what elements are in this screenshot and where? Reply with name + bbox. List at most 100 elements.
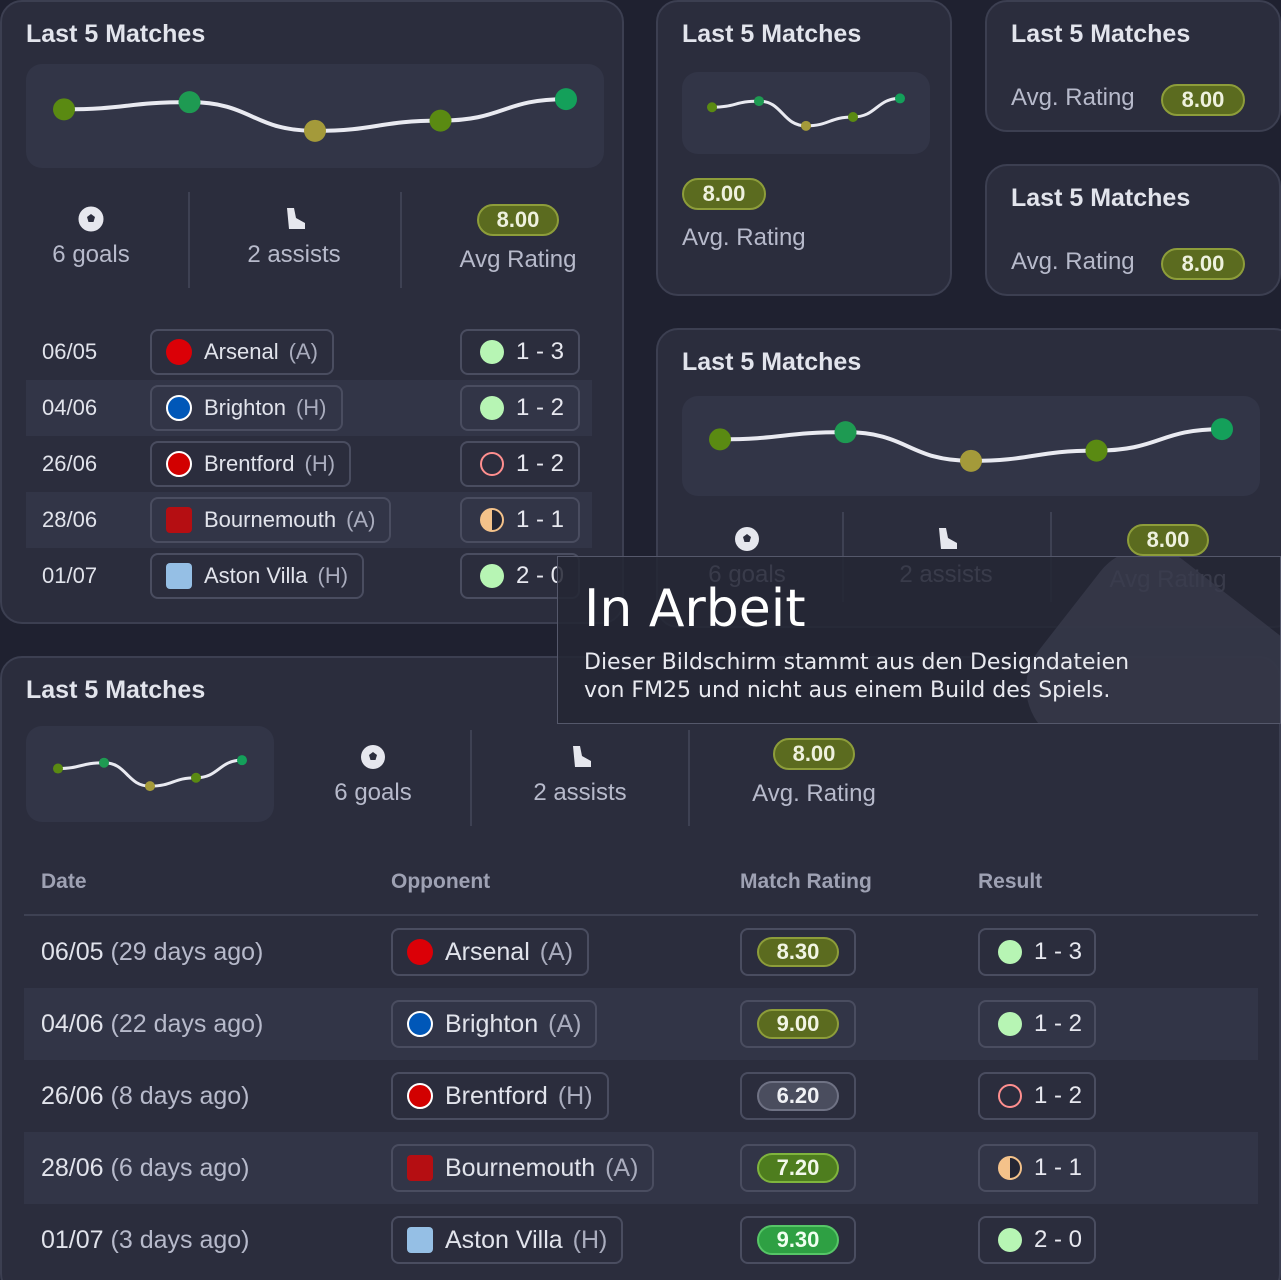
work-in-progress-overlay: In Arbeit Dieser Bildschirm stammt aus d… [557,556,1281,724]
divider [688,730,690,826]
table-row[interactable]: 04/06 (22 days ago) Brighton (A) 9.00 1 - 2 [24,988,1258,1060]
match-row[interactable]: 06/05 Arsenal (A) 1 - 3 [26,324,592,380]
sparkline-point[interactable] [754,96,764,107]
opponent-chip[interactable]: Bournemouth (A) [391,1144,655,1192]
result-outcome-icon [998,1156,1022,1180]
avg-rating-label: Avg. Rating [1011,248,1135,275]
club-crest-icon [407,1083,433,1109]
venue: (A) [539,937,574,966]
venue: (H) [304,451,336,476]
match-row[interactable]: 26/06 Brentford (H) 1 - 2 [26,436,592,492]
avg-rating-badge: 8.00 [1127,524,1209,556]
match-row[interactable]: 01/07 Aston Villa (H) 2 - 0 [26,548,592,604]
goals-value: 6 goals [52,241,130,268]
sparkline-point[interactable] [834,421,857,444]
result-chip[interactable]: 1 - 1 [978,1144,1096,1192]
sparkline-point[interactable] [53,98,75,121]
match-rating-chip[interactable]: 9.00 [740,1000,856,1048]
sparkline-point[interactable] [709,428,731,451]
sparkline-point[interactable] [555,88,577,111]
table-row[interactable]: 28/06 (6 days ago) Bournemouth (A) 7.20 1 - … [24,1132,1258,1204]
column-header-result[interactable]: Result [978,870,1043,893]
table-row[interactable]: 06/05 (29 days ago) Arsenal (A) 8.30 1 - 3 [24,916,1258,988]
sparkline-point[interactable] [99,757,109,768]
result-chip[interactable]: 1 - 3 [978,928,1096,976]
club-crest-icon [166,451,192,477]
venue: (H) [295,395,327,420]
opponent-chip[interactable]: Aston Villa (H) [391,1216,624,1264]
result-chip[interactable]: 1 - 2 [460,385,580,431]
opponent-name: Arsenal [445,937,530,966]
assists-value: 2 assists [533,779,627,806]
avg-rating-label: Avg Rating [459,246,577,273]
match-rating-chip[interactable]: 6.20 [740,1072,856,1120]
boot-icon [573,746,591,767]
avg-rating-badge: 8.00 [682,178,766,210]
club-crest-icon [166,339,192,365]
match-rating-badge: 9.30 [757,1225,839,1255]
column-header-match-rating[interactable]: Match Rating [740,870,872,893]
opponent-chip[interactable]: Arsenal (A) [391,928,590,976]
sparkline-point[interactable] [960,449,982,472]
sparkline-point[interactable] [1085,439,1108,462]
result-score: 1 - 1 [516,506,565,533]
column-header-opponent[interactable]: Opponent [391,870,491,893]
overlay-message-line: von FM25 und nicht aus einem Build des S… [584,678,1111,703]
sparkline-point[interactable] [304,119,326,142]
opponent-name: Aston Villa [204,563,308,588]
sparkline-point[interactable] [53,763,63,774]
result-outcome-icon [480,396,504,420]
result-chip[interactable]: 1 - 2 [978,1072,1096,1120]
overlay-message-line: Dieser Bildschirm stammt aus den Designd… [584,650,1130,675]
match-date-value: 04/06 [41,1010,104,1038]
opponent-chip[interactable]: Aston Villa (H) [150,553,365,599]
sparkline-point[interactable] [707,102,717,113]
opponent-name: Brighton [445,1009,539,1038]
match-date: 26/06 [42,451,98,476]
opponent-chip[interactable]: Brighton (A) [391,1000,598,1048]
last-matches-card-mini: Last 5 Matches Avg. Rating 8.00 [985,164,1281,296]
sparkline-point[interactable] [178,91,201,114]
sparkline-point[interactable] [429,109,452,132]
match-days-ago: (29 days ago) [110,938,264,966]
opponent-chip[interactable]: Brentford (H) [150,441,352,487]
sparkline-point[interactable] [895,93,905,104]
opponent-chip[interactable]: Brentford (H) [391,1072,609,1120]
sparkline-point[interactable] [145,781,155,792]
result-chip[interactable]: 1 - 3 [460,329,580,375]
match-row[interactable]: 28/06 Bournemouth (A) 1 - 1 [26,492,592,548]
opponent-chip[interactable]: Arsenal (A) [150,329,334,375]
column-header-date[interactable]: Date [41,870,87,893]
divider [470,730,472,826]
result-chip[interactable]: 1 - 2 [978,1000,1096,1048]
card-title: Last 5 Matches [26,676,206,704]
match-date: 28/06 [42,507,98,532]
match-rating-chip[interactable]: 7.20 [740,1144,856,1192]
overlay-message: Dieser Bildschirm stammt aus den Designd… [584,649,1129,705]
result-chip[interactable]: 2 - 0 [978,1216,1096,1264]
result-chip[interactable]: 1 - 2 [460,441,580,487]
sparkline-point[interactable] [848,111,858,122]
avg-rating-badge: 8.00 [477,204,559,236]
opponent-name: Aston Villa [445,1225,563,1254]
match-date: 01/07 [42,563,98,588]
sparkline-point[interactable] [191,772,201,783]
avg-rating-badge: 8.00 [1161,248,1245,280]
opponent-chip[interactable]: Bournemouth (A) [150,497,392,543]
match-rating-chip[interactable]: 9.30 [740,1216,856,1264]
opponent-name: Bournemouth [204,507,337,532]
match-rating-chip[interactable]: 8.30 [740,928,856,976]
match-row[interactable]: 04/06 Brighton (H) 1 - 2 [26,380,592,436]
opponent-name: Brentford [204,451,295,476]
venue: (A) [605,1153,639,1182]
opponent-chip[interactable]: Brighton (H) [150,385,343,431]
sparkline-point[interactable] [801,120,811,131]
table-row[interactable]: 01/07 (3 days ago) Aston Villa (H) 9.30 2 - … [24,1204,1258,1276]
card-title: Last 5 Matches [682,20,862,48]
football-icon [361,745,385,769]
sparkline-point[interactable] [1211,418,1233,441]
table-row[interactable]: 26/06 (8 days ago) Brentford (H) 6.20 1 - 2 [24,1060,1258,1132]
result-chip[interactable]: 1 - 1 [460,497,580,543]
sparkline-point[interactable] [237,755,247,766]
card-title: Last 5 Matches [682,348,862,376]
